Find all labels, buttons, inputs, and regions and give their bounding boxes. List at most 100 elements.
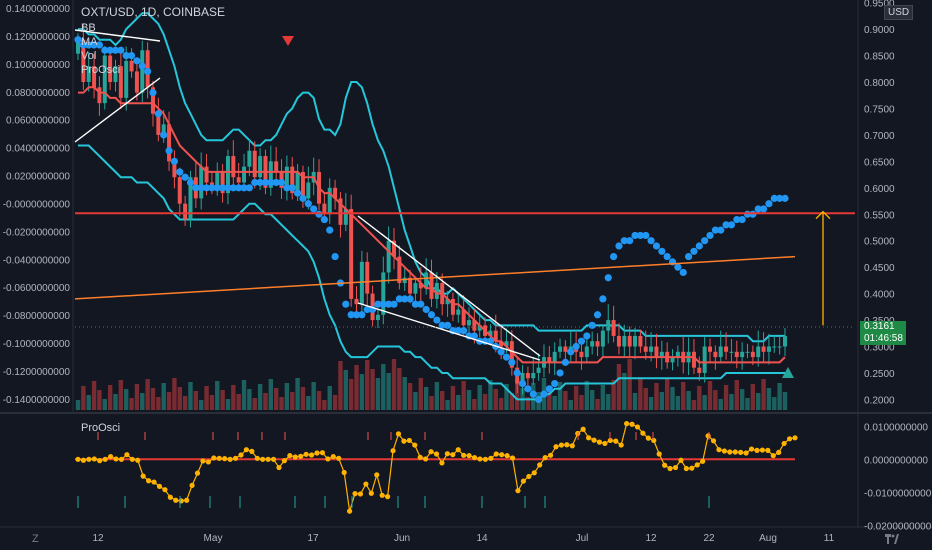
pro-dot	[165, 147, 173, 155]
candle-body	[616, 335, 621, 347]
right-axis-tick-label: 0.8500	[864, 52, 895, 63]
trendline-lower-wedge-2	[357, 302, 541, 361]
trendline-upper-wedge-2	[357, 215, 541, 357]
osc-point	[406, 437, 412, 444]
candle-body	[724, 346, 729, 352]
pro-dot	[133, 57, 141, 65]
volume-bar	[734, 380, 739, 410]
candle-body	[643, 346, 648, 352]
pro-dot	[95, 41, 104, 49]
pro-dot	[176, 168, 184, 176]
candle-body	[295, 171, 300, 194]
osc-axis-tick-label: 0.0100000000	[864, 422, 928, 433]
candle-body	[450, 298, 455, 315]
volume-bar	[643, 388, 648, 410]
pro-dot	[181, 173, 189, 181]
osc-point	[569, 443, 575, 449]
pro-dot	[106, 46, 114, 54]
osc-point	[444, 451, 450, 457]
candle-body	[499, 341, 504, 347]
osc-point	[298, 453, 304, 459]
candle-body	[381, 272, 386, 315]
osc-point	[705, 433, 711, 439]
osc-point	[580, 426, 586, 432]
candle-body	[215, 171, 220, 188]
legend-proosci[interactable]: ProOsci	[81, 64, 121, 76]
volume-bar	[257, 384, 263, 410]
osc-point	[439, 460, 445, 466]
tv-logo-icon[interactable]	[885, 532, 899, 544]
pro-dot	[770, 194, 778, 202]
pro-dot	[310, 205, 318, 213]
pro-dot	[636, 231, 644, 240]
volume-bar	[638, 379, 643, 410]
pro-dot	[213, 184, 221, 192]
right-axis-tick-label: 0.6500	[864, 157, 895, 168]
legend-bb[interactable]: BB	[81, 22, 96, 34]
pro-dot	[74, 36, 82, 44]
pro-dot	[90, 41, 98, 49]
osc-point	[765, 447, 771, 453]
candle-body	[456, 309, 461, 315]
legend-vol[interactable]: Vol	[81, 50, 97, 62]
osc-point	[124, 452, 130, 458]
volume-bar	[198, 400, 204, 410]
candlestick-series[interactable]	[76, 23, 787, 395]
volume-bar	[397, 368, 402, 410]
osc-point	[200, 458, 206, 464]
volume-bar	[595, 399, 600, 410]
legend-ma[interactable]: MA	[81, 36, 98, 48]
pro-dot	[417, 300, 425, 308]
volume-bar	[413, 392, 418, 410]
osc-point	[558, 442, 565, 448]
pro-dot	[486, 337, 495, 345]
osc-point	[303, 451, 309, 457]
osc-point	[227, 456, 233, 462]
volume-bar	[686, 391, 691, 410]
candle-body	[236, 177, 241, 183]
candle-body	[306, 182, 311, 199]
z-icon[interactable]: Z	[32, 533, 39, 545]
volume-bar	[600, 385, 606, 410]
candle-body	[697, 367, 702, 373]
pro-dot	[626, 237, 634, 245]
osc-point	[151, 479, 157, 485]
pro-dot	[186, 178, 195, 187]
time-axis-tick-label: 12	[645, 533, 657, 544]
pro-dot	[593, 311, 602, 319]
osc-point	[618, 442, 624, 448]
pro-dot	[208, 184, 216, 192]
pro-dot	[706, 231, 714, 240]
volume-bar	[284, 383, 290, 410]
volume-bar	[777, 383, 782, 410]
candle-body	[413, 283, 418, 294]
pro-dot	[288, 184, 296, 192]
pro-dot	[711, 226, 719, 234]
pro-dot	[438, 321, 446, 329]
pro-dot	[433, 316, 441, 324]
currency-badge[interactable]: USD	[884, 5, 914, 20]
volume-bar	[514, 379, 520, 410]
annotations	[74, 29, 855, 378]
pro-dot	[470, 332, 478, 340]
volume-bar	[675, 396, 681, 410]
osc-point	[368, 490, 374, 496]
pro-dot	[117, 46, 125, 54]
candle-body	[290, 166, 295, 194]
volume-bar	[300, 387, 306, 410]
volume-bar	[466, 390, 472, 410]
volume-bar	[391, 359, 397, 410]
osc-point	[178, 498, 184, 504]
pro-dot	[235, 184, 243, 192]
osc-point	[732, 449, 738, 455]
candle-body	[627, 335, 632, 347]
osc-point	[667, 465, 673, 472]
grid-layer	[0, 0, 932, 528]
osc-point	[102, 456, 108, 462]
candle-body	[177, 177, 182, 204]
pro-dot	[358, 311, 366, 319]
volume-bar	[215, 381, 220, 410]
candle-body	[161, 124, 166, 135]
candle-body	[268, 161, 273, 188]
